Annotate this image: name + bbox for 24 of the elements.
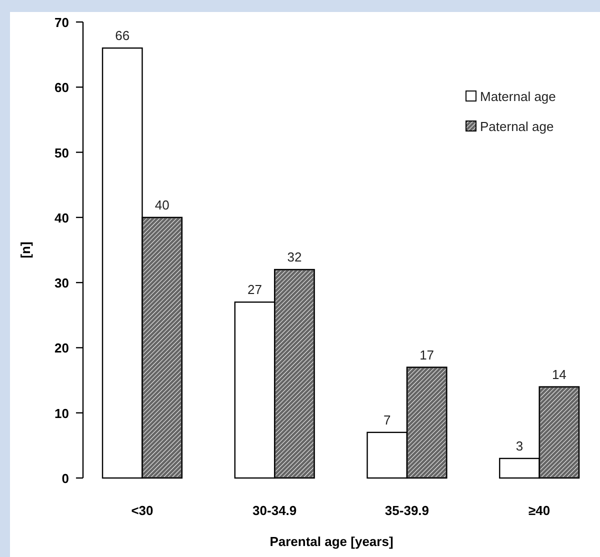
data-label: 17 bbox=[420, 347, 434, 362]
data-label: 14 bbox=[552, 366, 566, 382]
y-tick-label: 40 bbox=[54, 210, 69, 226]
data-label: 66 bbox=[115, 28, 130, 44]
y-tick-label: 10 bbox=[54, 406, 69, 421]
y-tick-label: 0 bbox=[62, 471, 69, 486]
x-tick-label: 35-39.9 bbox=[384, 503, 430, 518]
y-tick-label: 30 bbox=[54, 276, 69, 291]
y-tick-label: 70 bbox=[54, 15, 69, 30]
data-label: 7 bbox=[384, 412, 391, 428]
x-tick-label: 30-34.9 bbox=[252, 503, 297, 518]
y-axis-title: [n] bbox=[18, 242, 33, 258]
data-label: 3 bbox=[516, 438, 524, 454]
data-label: 27 bbox=[248, 282, 262, 298]
x-axis-title: Parental age [years] bbox=[270, 534, 394, 549]
y-tick-label: 50 bbox=[54, 145, 69, 160]
legend-label: Paternal age bbox=[480, 119, 554, 134]
legend-label: Maternal age bbox=[480, 89, 556, 104]
data-label: 32 bbox=[287, 250, 302, 265]
x-tick-label: ≥40 bbox=[528, 503, 550, 518]
y-tick-label: 20 bbox=[54, 340, 69, 356]
data-label: 40 bbox=[154, 197, 170, 212]
y-tick-label: 60 bbox=[54, 80, 69, 96]
x-tick-label: <30 bbox=[131, 503, 154, 518]
